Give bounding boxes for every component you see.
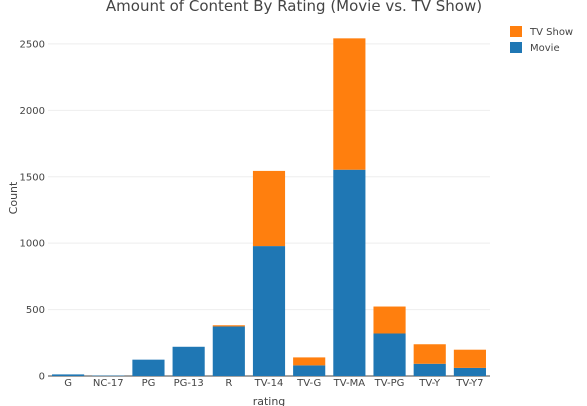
bar-tv-show[interactable] <box>252 170 286 247</box>
bar-movie[interactable] <box>52 374 85 376</box>
y-tick-label: 0 <box>39 372 45 383</box>
chart-title: Amount of Content By Rating (Movie vs. T… <box>106 0 482 15</box>
bar-movie[interactable] <box>132 359 165 376</box>
bar-tv-show[interactable] <box>293 357 326 366</box>
y-tick-label: 1000 <box>20 239 45 250</box>
y-axis-label: Count <box>7 181 20 214</box>
bar-movie[interactable] <box>333 169 366 376</box>
x-tick-labels: G NC-17 PG PG-13 R TV-14 TV-G TV-MA TV-PG TV-Y TV-… <box>64 378 483 389</box>
bar-movie[interactable] <box>453 367 486 376</box>
bar-tv-show[interactable] <box>373 306 406 334</box>
bar-tv-show[interactable] <box>333 38 366 170</box>
x-tick-label: PG-13 <box>174 378 204 389</box>
y-tick-label: 500 <box>26 305 45 316</box>
legend-swatch <box>510 42 522 53</box>
y-tick-label: 2500 <box>20 39 45 50</box>
x-tick-label: TV-G <box>296 378 321 389</box>
x-axis-label: rating <box>253 395 286 406</box>
bar-movie[interactable] <box>413 363 446 376</box>
legend-swatch <box>510 26 522 37</box>
x-tick-label: R <box>225 378 232 389</box>
bar-movie[interactable] <box>252 246 286 376</box>
bar-movie[interactable] <box>212 326 245 376</box>
y-tick-label: 1500 <box>20 172 45 183</box>
x-tick-label: NC-17 <box>93 378 124 389</box>
bar-tv-show[interactable] <box>413 344 446 364</box>
legend-item-tv-show[interactable]: TV Show <box>510 26 573 38</box>
x-tick-label: TV-Y7 <box>455 378 483 389</box>
legend[interactable]: TV Show Movie <box>510 26 573 54</box>
legend-label: Movie <box>530 43 560 54</box>
bar-tv-show[interactable] <box>212 325 245 327</box>
bar-tv-show[interactable] <box>453 349 486 368</box>
x-tick-label: TV-MA <box>333 378 366 389</box>
bar-movie[interactable] <box>293 365 326 376</box>
y-tick-labels: 0 500 1000 1500 2000 2500 <box>20 39 45 382</box>
legend-item-movie[interactable]: Movie <box>510 42 560 54</box>
x-tick-label: TV-14 <box>254 378 284 389</box>
x-tick-label: G <box>64 378 72 389</box>
y-tick-label: 2000 <box>20 106 45 117</box>
x-tick-label: TV-Y <box>418 378 441 389</box>
legend-label: TV Show <box>529 27 573 38</box>
bar-movie[interactable] <box>172 346 205 376</box>
x-tick-label: TV-PG <box>374 378 405 389</box>
x-tick-label: PG <box>142 378 156 389</box>
bars <box>52 38 486 376</box>
bar-movie[interactable] <box>373 333 406 376</box>
